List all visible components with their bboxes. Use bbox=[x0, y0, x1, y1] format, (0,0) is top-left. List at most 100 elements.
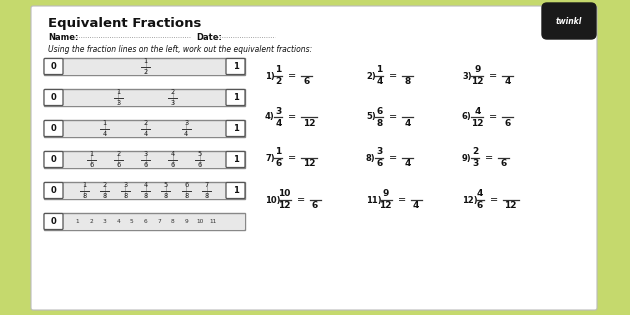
Text: 3: 3 bbox=[103, 219, 106, 224]
Text: 7): 7) bbox=[265, 153, 275, 163]
FancyBboxPatch shape bbox=[44, 152, 63, 168]
Text: 2: 2 bbox=[275, 77, 282, 87]
Text: 6: 6 bbox=[275, 159, 282, 169]
Text: 12: 12 bbox=[471, 118, 484, 128]
Bar bbox=[44, 120, 245, 137]
Text: 6: 6 bbox=[312, 202, 318, 210]
Text: 6: 6 bbox=[376, 106, 382, 116]
FancyBboxPatch shape bbox=[226, 121, 245, 136]
Text: 5: 5 bbox=[198, 151, 202, 157]
Text: 3): 3) bbox=[462, 72, 472, 81]
FancyBboxPatch shape bbox=[44, 121, 63, 136]
Text: 12: 12 bbox=[471, 77, 484, 87]
Text: 9): 9) bbox=[462, 153, 472, 163]
Text: 7: 7 bbox=[205, 182, 209, 188]
Text: 0: 0 bbox=[50, 124, 56, 133]
FancyBboxPatch shape bbox=[44, 182, 63, 198]
Text: 5: 5 bbox=[164, 182, 168, 188]
FancyBboxPatch shape bbox=[45, 214, 244, 229]
Text: =: = bbox=[490, 71, 498, 81]
FancyBboxPatch shape bbox=[45, 59, 244, 74]
Text: 2: 2 bbox=[144, 120, 147, 126]
Text: 8: 8 bbox=[171, 219, 175, 224]
FancyBboxPatch shape bbox=[226, 182, 245, 198]
Text: Equivalent Fractions: Equivalent Fractions bbox=[48, 18, 202, 31]
Text: 3: 3 bbox=[472, 159, 479, 169]
Text: =: = bbox=[490, 112, 498, 122]
Text: 6: 6 bbox=[198, 162, 202, 168]
Text: 1: 1 bbox=[83, 182, 86, 188]
Text: 4: 4 bbox=[171, 151, 175, 157]
Text: 4: 4 bbox=[474, 106, 481, 116]
Text: 6: 6 bbox=[144, 162, 147, 168]
Text: 11): 11) bbox=[366, 196, 382, 204]
FancyBboxPatch shape bbox=[45, 183, 244, 198]
Text: 5): 5) bbox=[366, 112, 375, 122]
Text: 0: 0 bbox=[50, 62, 56, 71]
Text: 0: 0 bbox=[50, 217, 56, 226]
Text: 4: 4 bbox=[144, 182, 147, 188]
Text: Using the fraction lines on the left, work out the equivalent fractions:: Using the fraction lines on the left, wo… bbox=[48, 45, 312, 54]
FancyBboxPatch shape bbox=[226, 59, 245, 75]
Text: twinkl: twinkl bbox=[556, 16, 582, 26]
Text: Date:: Date: bbox=[196, 32, 222, 42]
Text: 8: 8 bbox=[144, 193, 147, 199]
Text: 1: 1 bbox=[232, 124, 238, 133]
Text: 1: 1 bbox=[232, 62, 238, 71]
Text: 8: 8 bbox=[184, 193, 188, 199]
Text: 9: 9 bbox=[382, 190, 389, 198]
Text: 1: 1 bbox=[275, 66, 282, 75]
FancyBboxPatch shape bbox=[44, 89, 63, 106]
FancyBboxPatch shape bbox=[45, 152, 244, 167]
Bar bbox=[44, 89, 245, 106]
Text: 1): 1) bbox=[265, 72, 275, 81]
Text: 12: 12 bbox=[505, 202, 517, 210]
Bar bbox=[44, 151, 245, 168]
Text: 1: 1 bbox=[89, 151, 93, 157]
Text: 2: 2 bbox=[103, 182, 107, 188]
Text: =: = bbox=[389, 71, 398, 81]
Text: 6: 6 bbox=[505, 118, 511, 128]
Text: 9: 9 bbox=[474, 66, 481, 75]
Text: 6: 6 bbox=[89, 162, 93, 168]
Text: 12: 12 bbox=[278, 202, 291, 210]
Text: 6: 6 bbox=[184, 182, 188, 188]
Text: 6: 6 bbox=[144, 219, 147, 224]
Text: 6): 6) bbox=[462, 112, 472, 122]
Text: 0: 0 bbox=[50, 186, 56, 195]
Text: =: = bbox=[389, 112, 398, 122]
Text: 11: 11 bbox=[210, 219, 217, 224]
Text: 1: 1 bbox=[376, 66, 382, 75]
FancyBboxPatch shape bbox=[44, 59, 63, 75]
Text: 6: 6 bbox=[304, 77, 310, 87]
Text: 8: 8 bbox=[205, 193, 209, 199]
Text: 4: 4 bbox=[376, 77, 382, 87]
Text: 12: 12 bbox=[303, 159, 316, 169]
Text: =: = bbox=[485, 153, 493, 163]
Text: 2: 2 bbox=[171, 89, 175, 95]
Text: 10): 10) bbox=[265, 196, 280, 204]
Text: =: = bbox=[490, 195, 498, 205]
Text: 7: 7 bbox=[158, 219, 161, 224]
Bar bbox=[44, 182, 245, 199]
Text: 4: 4 bbox=[117, 219, 120, 224]
Text: 1: 1 bbox=[232, 186, 238, 195]
Text: 0: 0 bbox=[50, 155, 56, 164]
Text: 3: 3 bbox=[184, 120, 188, 126]
Text: 2: 2 bbox=[472, 147, 479, 157]
Text: =: = bbox=[289, 112, 297, 122]
Text: 12): 12) bbox=[462, 196, 478, 204]
Text: =: = bbox=[389, 153, 398, 163]
Text: 8: 8 bbox=[404, 77, 411, 87]
Text: 2: 2 bbox=[116, 151, 120, 157]
Text: 0: 0 bbox=[50, 93, 56, 102]
Text: 1: 1 bbox=[232, 155, 238, 164]
Text: 8: 8 bbox=[123, 193, 127, 199]
Text: 1: 1 bbox=[144, 58, 147, 64]
Text: 4: 4 bbox=[476, 190, 483, 198]
Text: 9: 9 bbox=[185, 219, 188, 224]
FancyBboxPatch shape bbox=[226, 152, 245, 168]
Text: =: = bbox=[289, 153, 297, 163]
Text: 6: 6 bbox=[501, 159, 507, 169]
Text: 6: 6 bbox=[476, 202, 483, 210]
